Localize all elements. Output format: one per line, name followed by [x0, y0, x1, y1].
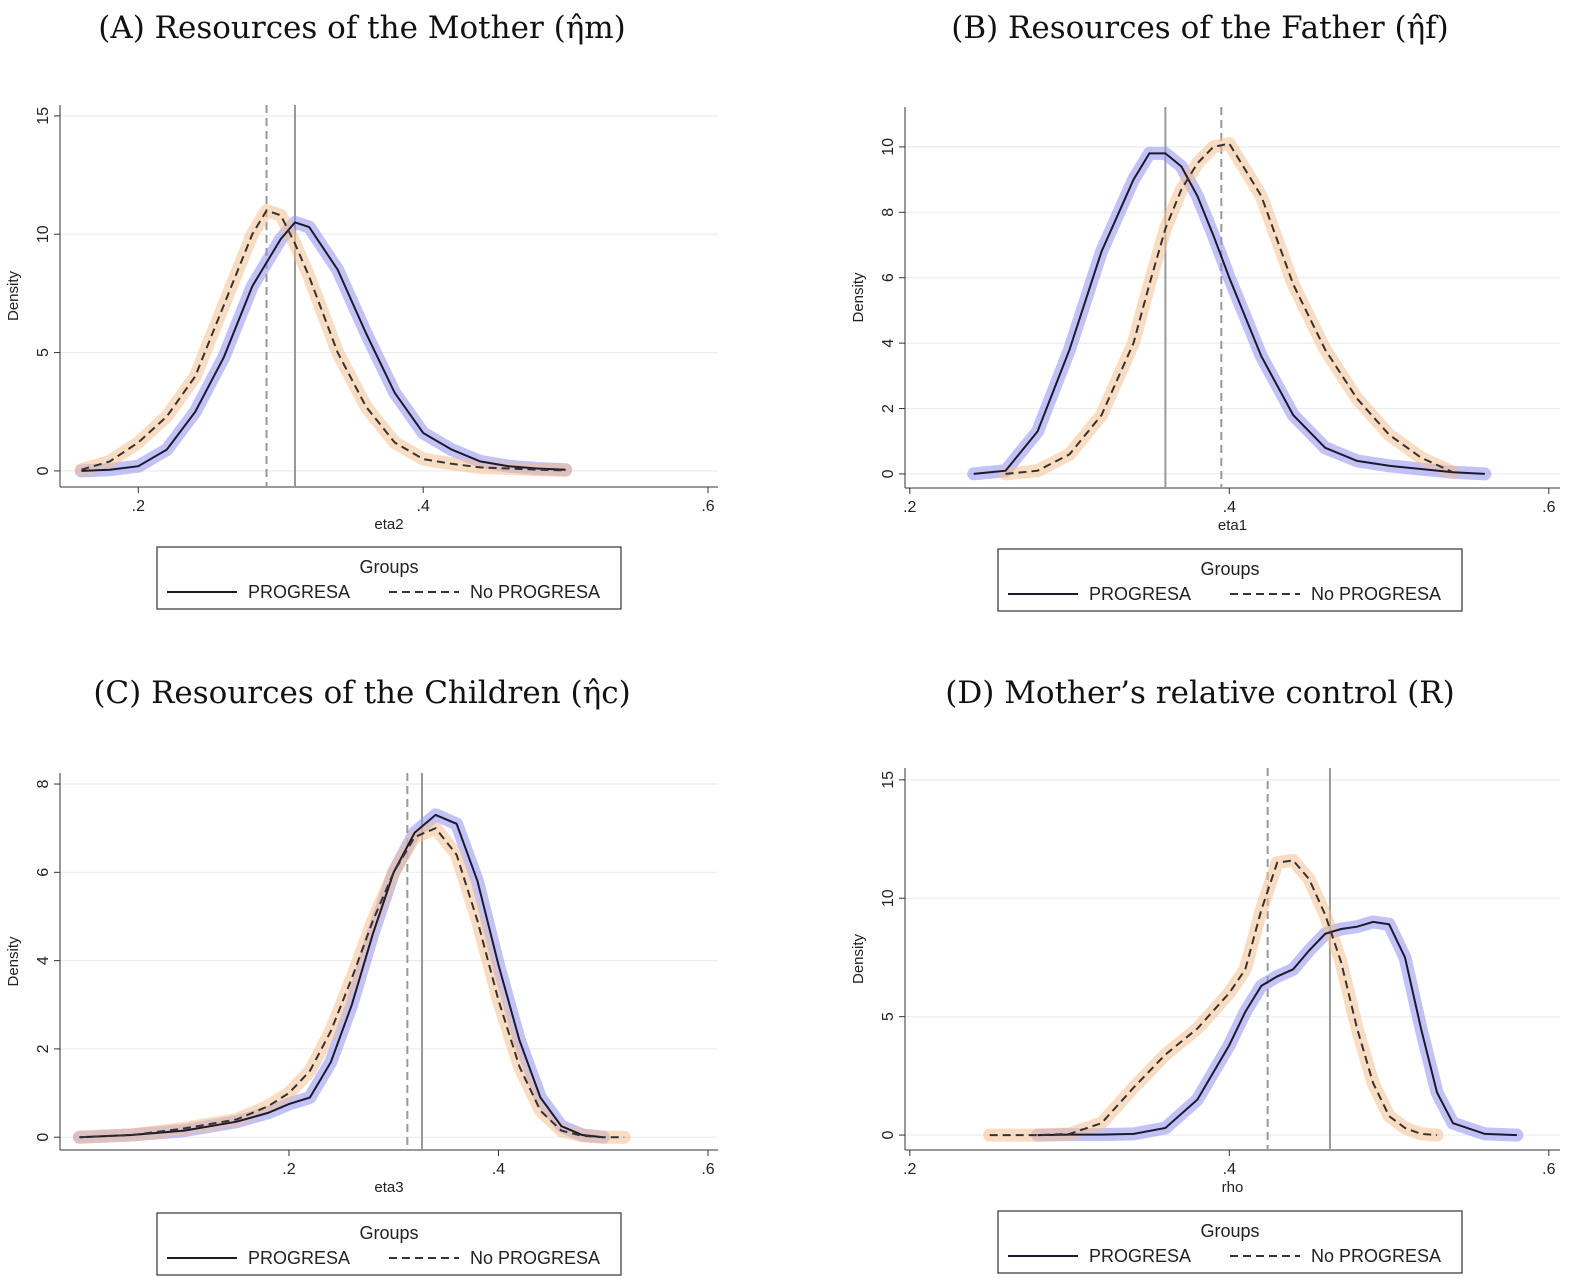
y-tick-label: 15: [35, 107, 52, 125]
y-axis-label: Density: [850, 272, 867, 323]
density-line: [81, 209, 566, 472]
legend-box: [156, 546, 622, 610]
legend-label: No PROGRESA: [1311, 1246, 1441, 1266]
y-tick-label: 10: [880, 138, 897, 156]
y-tick-label: 0: [35, 466, 52, 475]
y-tick-label: 10: [35, 225, 52, 243]
legend-title: Groups: [1200, 1221, 1259, 1241]
density-line: [1005, 142, 1454, 475]
legend-label: PROGRESA: [1089, 584, 1191, 604]
panel: (B) Resources of the Father (η̂f) 0 2 4 6 8 10…: [850, 10, 1560, 612]
legend: Groups PROGRESA No PROGRESA: [156, 1212, 622, 1276]
legend-box: [997, 1210, 1463, 1274]
confidence-band: [1031, 915, 1524, 1142]
density-line: [989, 859, 1438, 1137]
chart-title: (C) Resources of the Children (η̂c): [93, 675, 630, 711]
y-tick-label: 4: [35, 956, 52, 965]
panel: (A) Resources of the Mother (η̂m) 0 5 10 15.…: [5, 10, 718, 610]
x-tick-label: .2: [903, 1161, 916, 1178]
density-line: [79, 813, 604, 1139]
y-tick-label: 0: [35, 1133, 52, 1142]
x-tick-label: .4: [1223, 1161, 1236, 1178]
legend-label: No PROGRESA: [1311, 584, 1441, 604]
x-axis-label: eta2: [374, 516, 403, 533]
x-tick-label: .4: [417, 498, 430, 515]
legend-box: [156, 1212, 622, 1276]
density-line: [1037, 920, 1517, 1137]
y-axis-label: Density: [5, 270, 22, 321]
x-axis-label: eta1: [1218, 517, 1247, 534]
y-tick-label: 5: [880, 1012, 897, 1021]
x-tick-label: .4: [492, 1161, 505, 1178]
legend-box: [997, 548, 1463, 612]
y-tick-label: 6: [35, 868, 52, 877]
x-tick-label: .2: [282, 1161, 295, 1178]
y-tick-label: 2: [35, 1044, 52, 1053]
x-axis-label: eta3: [374, 1179, 403, 1196]
y-axis-label: Density: [5, 936, 22, 987]
legend-title: Groups: [1200, 559, 1259, 579]
x-tick-label: .6: [1542, 1161, 1555, 1178]
x-tick-label: .4: [1223, 499, 1236, 516]
legend: Groups PROGRESA No PROGRESA: [997, 548, 1463, 612]
density-line: [79, 826, 625, 1139]
panel: (C) Resources of the Children (η̂c) 0 2 4 6 8…: [5, 675, 718, 1276]
confidence-band: [983, 853, 1444, 1142]
x-tick-label: .6: [1542, 499, 1555, 516]
y-tick-label: 2: [880, 404, 897, 413]
legend: Groups PROGRESA No PROGRESA: [997, 1210, 1463, 1274]
legend-title: Groups: [359, 1223, 418, 1243]
legend-label: PROGRESA: [1089, 1246, 1191, 1266]
x-axis-label: rho: [1222, 1179, 1244, 1196]
legend-title: Groups: [359, 557, 418, 577]
y-tick-label: 6: [880, 273, 897, 282]
chart-title: (A) Resources of the Mother (η̂m): [98, 10, 626, 46]
legend-label: PROGRESA: [248, 582, 350, 602]
y-tick-label: 0: [880, 1131, 897, 1140]
y-tick-label: 0: [880, 469, 897, 478]
x-tick-label: .2: [132, 498, 145, 515]
legend-label: No PROGRESA: [470, 582, 600, 602]
chart-title: (D) Mother’s relative control (R): [945, 675, 1454, 711]
panel: (D) Mother’s relative control (R) 0 5 10 15.…: [850, 675, 1560, 1274]
y-tick-label: 10: [880, 889, 897, 907]
confidence-band: [999, 137, 1460, 481]
y-tick-label: 8: [880, 208, 897, 217]
y-tick-label: 15: [880, 771, 897, 789]
y-tick-label: 4: [880, 339, 897, 348]
confidence-band: [967, 146, 1492, 481]
legend-label: No PROGRESA: [470, 1248, 600, 1268]
y-tick-label: 5: [35, 348, 52, 357]
legend: Groups PROGRESA No PROGRESA: [156, 546, 622, 610]
chart-title: (B) Resources of the Father (η̂f): [951, 10, 1449, 46]
y-tick-label: 8: [35, 779, 52, 788]
density-line: [81, 221, 566, 472]
x-tick-label: .6: [701, 498, 714, 515]
y-axis-label: Density: [850, 933, 867, 984]
density-line: [973, 152, 1485, 475]
x-tick-label: .6: [701, 1161, 714, 1178]
legend-label: PROGRESA: [248, 1248, 350, 1268]
x-tick-label: .2: [903, 499, 916, 516]
